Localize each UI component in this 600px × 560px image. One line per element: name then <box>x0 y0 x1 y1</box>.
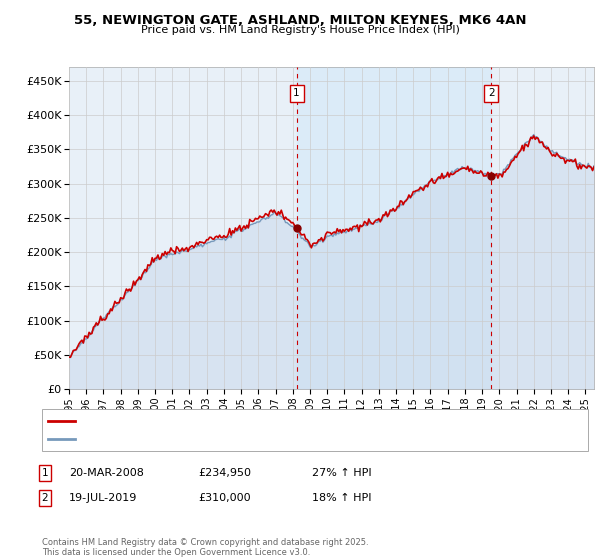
Text: 27% ↑ HPI: 27% ↑ HPI <box>312 468 371 478</box>
Text: £310,000: £310,000 <box>198 493 251 503</box>
Bar <box>296 67 491 389</box>
Text: £234,950: £234,950 <box>198 468 251 478</box>
Text: 18% ↑ HPI: 18% ↑ HPI <box>312 493 371 503</box>
Text: 1: 1 <box>41 468 49 478</box>
Text: 2: 2 <box>41 493 49 503</box>
Text: 55, NEWINGTON GATE, ASHLAND, MILTON KEYNES, MK6 4AN (semi-detached house): 55, NEWINGTON GATE, ASHLAND, MILTON KEYN… <box>79 416 492 426</box>
Text: Price paid vs. HM Land Registry's House Price Index (HPI): Price paid vs. HM Land Registry's House … <box>140 25 460 35</box>
Text: 55, NEWINGTON GATE, ASHLAND, MILTON KEYNES, MK6 4AN: 55, NEWINGTON GATE, ASHLAND, MILTON KEYN… <box>74 14 526 27</box>
Text: HPI: Average price, semi-detached house, Milton Keynes: HPI: Average price, semi-detached house,… <box>79 434 355 444</box>
Text: 19-JUL-2019: 19-JUL-2019 <box>69 493 137 503</box>
Text: Contains HM Land Registry data © Crown copyright and database right 2025.
This d: Contains HM Land Registry data © Crown c… <box>42 538 368 557</box>
Text: 20-MAR-2008: 20-MAR-2008 <box>69 468 144 478</box>
Text: 2: 2 <box>488 88 495 98</box>
Text: 1: 1 <box>293 88 300 98</box>
